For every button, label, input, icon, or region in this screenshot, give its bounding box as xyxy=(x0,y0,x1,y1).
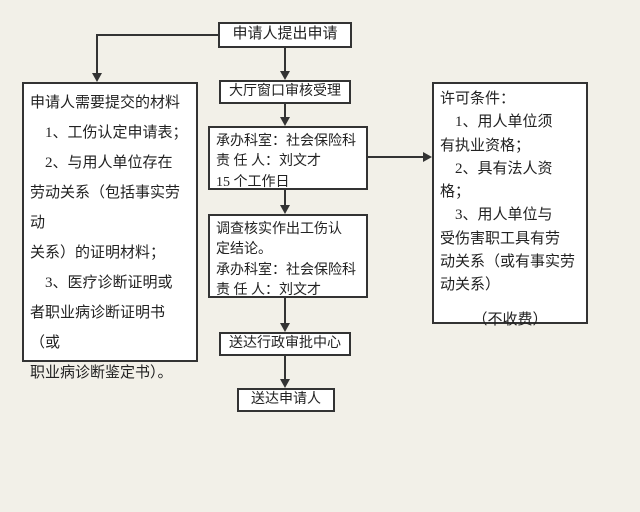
edge xyxy=(284,48,286,72)
inv-l2: 定结论。 xyxy=(216,240,360,260)
left-3b: 者职业病诊断证明书（或 xyxy=(30,298,190,358)
right-1a: 1、用人单位须 xyxy=(440,111,580,134)
node-dept1: 承办科室：社会保险科 责 任 人：刘文才 15 个工作日 xyxy=(208,126,368,190)
edge xyxy=(96,34,218,36)
arrow-icon xyxy=(423,152,432,162)
right-3d: 动关系） xyxy=(440,274,580,297)
right-3a: 3、用人单位与 xyxy=(440,204,580,227)
dept1-l2: 责 任 人：刘文才 xyxy=(216,152,360,172)
right-2a: 2、具有法人资 xyxy=(440,158,580,181)
node-start-label: 申请人提出申请 xyxy=(232,24,337,46)
node-final-label: 送达申请人 xyxy=(251,390,321,410)
node-accept-label: 大厅窗口审核受理 xyxy=(229,82,341,102)
dept1-l1: 承办科室：社会保险科 xyxy=(216,132,360,152)
left-3c: 职业病诊断鉴定书）。 xyxy=(30,358,190,388)
arrow-icon xyxy=(280,117,290,126)
arrow-icon xyxy=(280,323,290,332)
node-conditions: 许可条件： 1、用人单位须 有执业资格； 2、具有法人资 格； 3、用人单位与 … xyxy=(432,82,588,324)
edge xyxy=(368,156,424,158)
arrow-icon xyxy=(280,71,290,80)
left-2b: 劳动关系（包括事实劳动 xyxy=(30,178,190,238)
dept1-l3: 15 个工作日 xyxy=(216,173,360,193)
right-fee: （不收费） xyxy=(440,309,580,332)
left-title: 申请人需要提交的材料 xyxy=(30,88,190,118)
right-2b: 格； xyxy=(440,181,580,204)
right-title: 许可条件： xyxy=(440,88,580,111)
right-3c: 动关系（或有事实劳 xyxy=(440,251,580,274)
node-accept: 大厅窗口审核受理 xyxy=(219,80,351,104)
edge xyxy=(284,356,286,380)
edge xyxy=(284,104,286,118)
edge xyxy=(284,298,286,324)
right-3b: 受伤害职工具有劳 xyxy=(440,228,580,251)
left-1: 1、工伤认定申请表； xyxy=(30,118,190,148)
arrow-icon xyxy=(280,205,290,214)
arrow-icon xyxy=(280,379,290,388)
node-start: 申请人提出申请 xyxy=(218,22,352,48)
arrow-icon xyxy=(92,73,102,82)
node-investigate: 调查核实作出工伤认 定结论。 承办科室：社会保险科 责 任 人：刘文才 xyxy=(208,214,368,298)
left-2c: 关系）的证明材料； xyxy=(30,238,190,268)
inv-l4: 责 任 人：刘文才 xyxy=(216,281,360,301)
right-1b: 有执业资格； xyxy=(440,135,580,158)
edge xyxy=(284,190,286,206)
node-deliver-label: 送达行政审批中心 xyxy=(229,334,341,354)
left-2a: 2、与用人单位存在 xyxy=(30,148,190,178)
edge xyxy=(96,34,98,74)
node-materials: 申请人需要提交的材料 1、工伤认定申请表； 2、与用人单位存在 劳动关系（包括事… xyxy=(22,82,198,362)
left-3a: 3、医疗诊断证明或 xyxy=(30,268,190,298)
node-final: 送达申请人 xyxy=(237,388,335,412)
inv-l1: 调查核实作出工伤认 xyxy=(216,220,360,240)
inv-l3: 承办科室：社会保险科 xyxy=(216,261,360,281)
node-deliver: 送达行政审批中心 xyxy=(219,332,351,356)
